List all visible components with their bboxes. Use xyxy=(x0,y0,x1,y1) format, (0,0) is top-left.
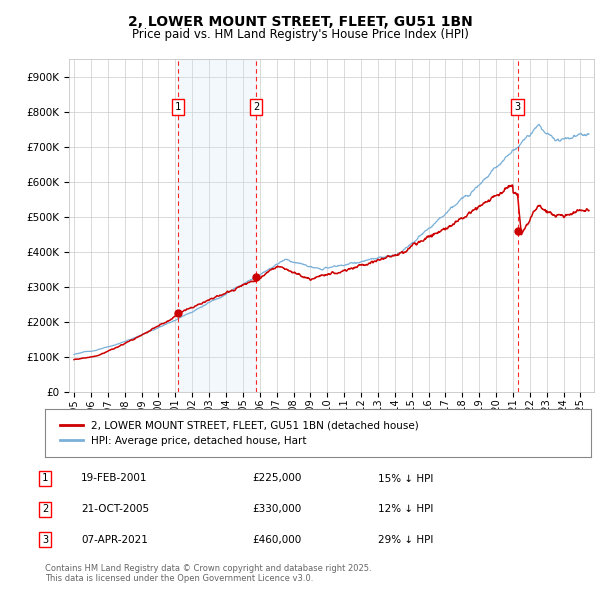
Text: 07-APR-2021: 07-APR-2021 xyxy=(81,535,148,545)
Text: Price paid vs. HM Land Registry's House Price Index (HPI): Price paid vs. HM Land Registry's House … xyxy=(131,28,469,41)
Text: £225,000: £225,000 xyxy=(252,474,301,483)
Text: £330,000: £330,000 xyxy=(252,504,301,514)
Text: 12% ↓ HPI: 12% ↓ HPI xyxy=(378,504,433,514)
Text: 19-FEB-2001: 19-FEB-2001 xyxy=(81,474,148,483)
Text: 3: 3 xyxy=(42,535,48,545)
Text: £460,000: £460,000 xyxy=(252,535,301,545)
Bar xyxy=(178,59,256,392)
Text: 2, LOWER MOUNT STREET, FLEET, GU51 1BN: 2, LOWER MOUNT STREET, FLEET, GU51 1BN xyxy=(128,15,472,30)
Text: 15% ↓ HPI: 15% ↓ HPI xyxy=(378,474,433,483)
Text: 1: 1 xyxy=(175,102,181,112)
Text: 29% ↓ HPI: 29% ↓ HPI xyxy=(378,535,433,545)
Text: 2: 2 xyxy=(253,102,260,112)
Text: 2: 2 xyxy=(42,504,48,514)
Legend: 2, LOWER MOUNT STREET, FLEET, GU51 1BN (detached house), HPI: Average price, det: 2, LOWER MOUNT STREET, FLEET, GU51 1BN (… xyxy=(56,417,423,450)
Text: Contains HM Land Registry data © Crown copyright and database right 2025.
This d: Contains HM Land Registry data © Crown c… xyxy=(45,563,371,583)
Text: 21-OCT-2005: 21-OCT-2005 xyxy=(81,504,149,514)
Text: 1: 1 xyxy=(42,474,48,483)
Text: 3: 3 xyxy=(514,102,521,112)
